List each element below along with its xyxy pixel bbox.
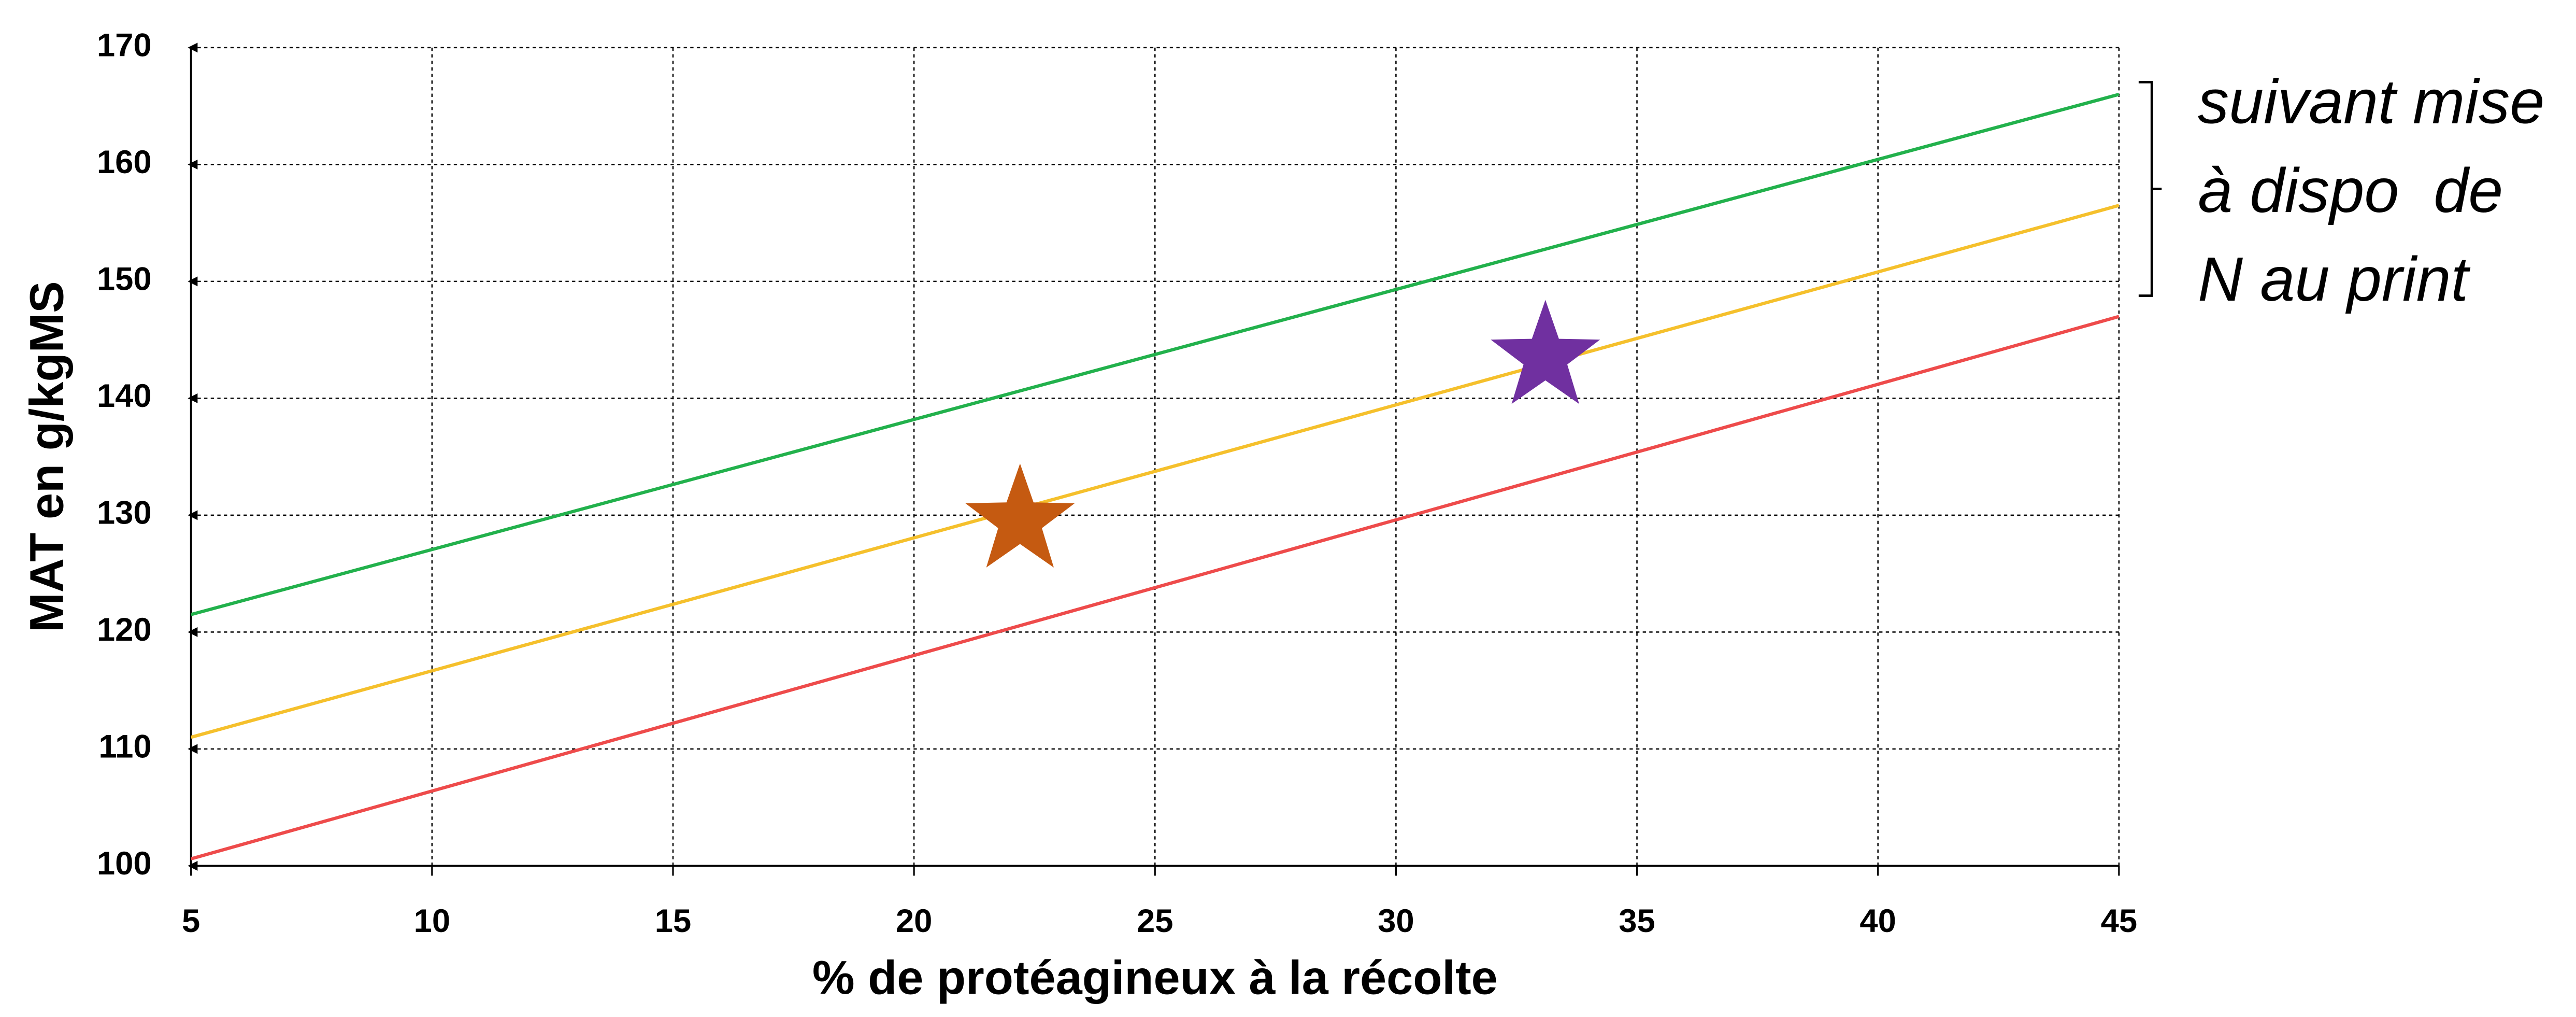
y-tick-label: 170 [97,27,152,64]
x-tick-label: 10 [414,903,451,939]
annotation: N au print [2198,244,2471,314]
y-tick-label: 120 [97,612,152,648]
x-tick-label: 45 [2101,903,2137,939]
tick-mark [188,393,198,403]
x-tick-label: 35 [1619,903,1655,939]
x-tick-label: 5 [182,903,200,939]
y-tick-label: 160 [97,144,152,180]
annotation: à dispo de [2198,156,2503,225]
y-axis-label: MAT en g/kgMS [20,281,73,632]
annotation: suivant mise [2198,67,2544,137]
line [190,204,2120,739]
tick-mark [188,744,198,754]
y-tick-label: 140 [97,378,152,414]
tick-mark [188,43,198,53]
tick-mark [188,159,198,170]
y-tick-label: 100 [97,845,152,882]
tick-mark [188,627,198,637]
star-marker [1491,300,1600,404]
line [190,93,2120,616]
y-tick-label: 150 [97,261,152,298]
bracket [2138,81,2162,297]
x-tick-label: 30 [1378,903,1414,939]
line [190,315,2120,860]
x-tick-label: 25 [1137,903,1173,939]
x-tick-label: 20 [896,903,933,939]
star-marker [965,463,1075,568]
y-tick-label: 130 [97,495,152,531]
tick-mark [188,510,198,520]
tick-mark [188,276,198,287]
x-tick-label: 40 [1859,903,1896,939]
y-tick-label: 110 [98,729,151,765]
x-axis-label: % de protéagineux à la récolte [812,952,1498,1005]
x-tick-label: 15 [655,903,692,939]
